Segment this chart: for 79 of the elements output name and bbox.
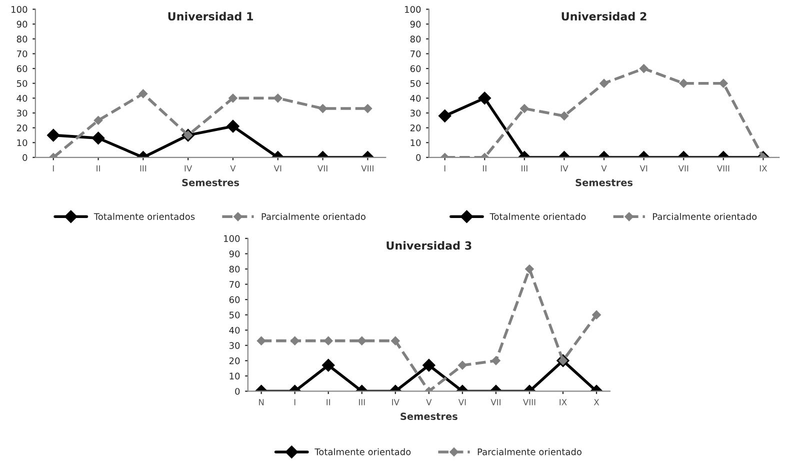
point <box>600 78 608 88</box>
point <box>478 92 492 105</box>
x-tick-label: IV <box>560 165 568 172</box>
point <box>438 110 452 122</box>
x-tick-label: I <box>52 165 54 172</box>
chart-title: Universidad 2 <box>562 12 646 21</box>
x-tick-label: VI <box>640 165 648 172</box>
x-tick-label: IX <box>760 165 768 172</box>
point <box>639 64 648 73</box>
y-tick-label: 30 <box>229 342 240 349</box>
x-tick-label: IX <box>560 399 567 406</box>
x-tick-label: VIII <box>716 165 730 172</box>
x-tick-label: VII <box>490 399 500 406</box>
legend-label: Totalmente orientado <box>490 212 586 220</box>
x-tick-label: VII <box>678 165 688 172</box>
x-tick-label: III <box>140 165 146 172</box>
x-tick-label: V <box>426 399 432 406</box>
y-tick-label: 40 <box>410 94 421 102</box>
y-tick-label: 20 <box>410 124 421 132</box>
y-tick-label: 30 <box>16 110 28 117</box>
y-tick-label: 90 <box>410 20 421 28</box>
y-tick-label: 80 <box>229 266 240 273</box>
x-axis-title: Semestres <box>576 178 633 186</box>
y-tick-label: 10 <box>410 139 421 146</box>
y-tick-label: 60 <box>229 296 240 304</box>
x-tick-label: II <box>96 165 100 172</box>
y-tick-label: 30 <box>410 110 421 117</box>
y-tick-label: 20 <box>229 357 240 364</box>
legend-label: Parcialmente orientado <box>478 448 582 456</box>
point <box>520 104 529 113</box>
chart-title: Universidad 3 <box>386 241 472 250</box>
y-tick-label: 90 <box>16 20 28 28</box>
y-tick-label: 100 <box>224 235 240 242</box>
y-tick-label: 60 <box>16 65 28 72</box>
x-axis-title: Semestres <box>182 178 240 186</box>
x-tick-label: II <box>482 165 486 172</box>
y-tick-label: 70 <box>230 281 240 288</box>
x-tick-label: III <box>359 399 365 406</box>
chart-title: Universidad 1 <box>168 12 253 21</box>
legend-label: Parcialmente orientado <box>653 212 757 220</box>
point <box>560 111 569 120</box>
legend-label: Totalmente orientados <box>94 212 195 220</box>
legend-label: Parcialmente orientado <box>262 212 366 220</box>
x-tick-label: IV <box>184 165 192 172</box>
x-tick-label: VII <box>318 165 328 172</box>
y-tick-label: 50 <box>229 312 240 318</box>
y-tick-label: 100 <box>12 6 28 13</box>
x-tick-label: I <box>444 165 446 172</box>
y-tick-label: 20 <box>16 124 28 132</box>
y-tick-label: 70 <box>17 50 28 58</box>
x-tick-label: II <box>326 399 330 406</box>
y-tick-label: 80 <box>410 36 421 42</box>
y-tick-label: 100 <box>405 6 421 13</box>
y-tick-label: 10 <box>17 139 28 146</box>
x-tick-label: V <box>601 165 607 172</box>
y-tick-label: 90 <box>229 250 240 258</box>
x-tick-label: X <box>594 399 600 406</box>
x-tick-label: IV <box>392 399 400 406</box>
y-tick-label: 80 <box>16 36 28 42</box>
x-tick-label: VI <box>458 399 466 406</box>
y-tick-label: 50 <box>16 80 28 87</box>
x-tick-label: I <box>294 399 296 406</box>
x-tick-label: III <box>522 165 528 172</box>
legend-label: Totalmente orientado <box>314 448 411 456</box>
x-axis-title: Semestres <box>400 412 458 420</box>
y-tick-label: 70 <box>410 50 421 58</box>
x-tick-label: N <box>259 399 264 406</box>
x-tick-label: VI <box>274 165 282 172</box>
x-tick-label: V <box>230 165 236 172</box>
y-tick-label: 40 <box>229 326 240 334</box>
y-tick-label: 40 <box>16 94 28 102</box>
y-tick-label: 0 <box>22 154 28 161</box>
x-tick-label: VIII <box>523 399 536 406</box>
y-tick-label: 0 <box>235 388 240 395</box>
y-tick-label: 0 <box>416 154 421 161</box>
y-tick-label: 60 <box>410 65 421 72</box>
y-tick-label: 50 <box>410 80 421 87</box>
y-tick-label: 10 <box>230 372 240 380</box>
x-tick-label: VIII <box>361 165 374 172</box>
